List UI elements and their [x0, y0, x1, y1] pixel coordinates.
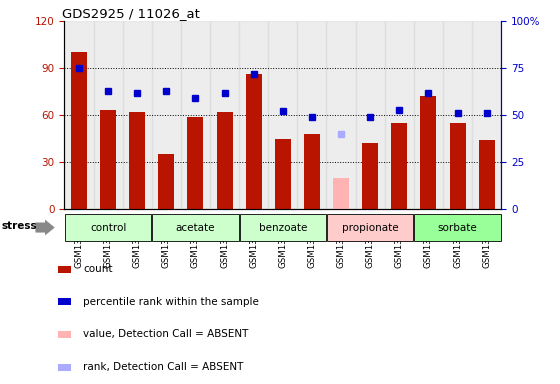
Bar	[333, 178, 349, 209]
Bar	[297, 21, 326, 209]
Bar	[385, 21, 414, 209]
FancyBboxPatch shape	[327, 214, 413, 241]
FancyBboxPatch shape	[240, 214, 326, 241]
Text: count: count	[83, 264, 113, 274]
Bar	[421, 96, 436, 209]
Text: acetate: acetate	[176, 222, 215, 233]
Bar	[414, 21, 443, 209]
Bar	[64, 21, 94, 209]
Bar	[356, 21, 385, 209]
Text: control: control	[90, 222, 126, 233]
Bar	[246, 74, 262, 209]
Bar	[268, 21, 297, 209]
Text: propionate: propionate	[342, 222, 399, 233]
FancyArrow shape	[35, 220, 55, 235]
Bar	[472, 21, 501, 209]
FancyBboxPatch shape	[414, 214, 501, 241]
Bar	[100, 111, 116, 209]
FancyBboxPatch shape	[152, 214, 239, 241]
Bar	[158, 154, 174, 209]
Text: rank, Detection Call = ABSENT: rank, Detection Call = ABSENT	[83, 362, 244, 372]
Bar	[58, 266, 71, 273]
Bar	[123, 21, 152, 209]
Bar	[210, 21, 239, 209]
Bar	[326, 21, 356, 209]
Bar	[362, 144, 378, 209]
Bar	[71, 53, 87, 209]
Bar	[58, 364, 71, 371]
Bar	[479, 140, 494, 209]
Bar	[94, 21, 123, 209]
Bar	[275, 139, 291, 209]
Bar	[58, 298, 71, 305]
Bar	[58, 331, 71, 338]
Text: sorbate: sorbate	[438, 222, 477, 233]
Text: GDS2925 / 11026_at: GDS2925 / 11026_at	[62, 7, 200, 20]
Bar	[181, 21, 210, 209]
Text: value, Detection Call = ABSENT: value, Detection Call = ABSENT	[83, 329, 249, 339]
Bar	[239, 21, 268, 209]
Bar	[450, 123, 465, 209]
Bar	[152, 21, 181, 209]
Text: benzoate: benzoate	[259, 222, 307, 233]
Text: percentile rank within the sample: percentile rank within the sample	[83, 297, 259, 307]
Bar	[391, 123, 407, 209]
Bar	[217, 112, 232, 209]
Bar	[443, 21, 472, 209]
Text: stress: stress	[1, 221, 37, 231]
FancyBboxPatch shape	[65, 214, 151, 241]
Bar	[129, 112, 145, 209]
Bar	[304, 134, 320, 209]
Bar	[188, 117, 203, 209]
